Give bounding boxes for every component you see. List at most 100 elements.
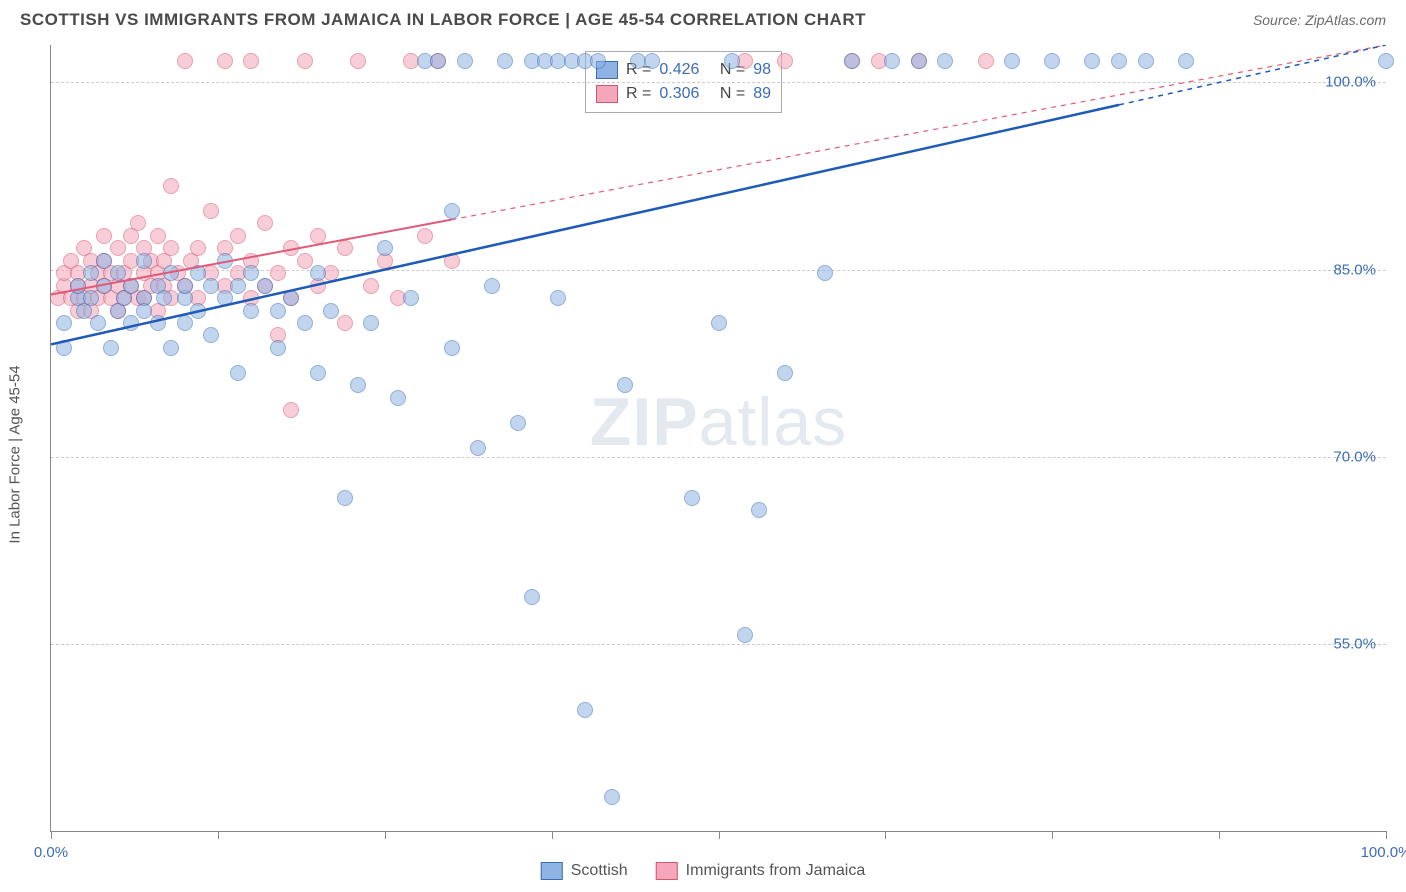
point-scottish (156, 290, 172, 306)
point-jamaica (150, 228, 166, 244)
point-scottish (510, 415, 526, 431)
point-scottish (911, 53, 927, 69)
xtick (51, 831, 52, 839)
point-scottish (123, 278, 139, 294)
point-scottish (711, 315, 727, 331)
point-scottish (217, 290, 233, 306)
point-scottish (590, 53, 606, 69)
point-scottish (350, 377, 366, 393)
point-jamaica (270, 265, 286, 281)
point-jamaica (190, 240, 206, 256)
point-scottish (937, 53, 953, 69)
point-scottish (430, 53, 446, 69)
source-attribution: Source: ZipAtlas.com (1253, 12, 1386, 28)
point-jamaica (110, 240, 126, 256)
point-scottish (644, 53, 660, 69)
point-scottish (444, 340, 460, 356)
ytick-label: 100.0% (1325, 74, 1376, 91)
legend-label-jamaica: Immigrants from Jamaica (686, 862, 866, 880)
point-scottish (190, 265, 206, 281)
legend-item-jamaica: Immigrants from Jamaica (656, 862, 866, 880)
point-scottish (96, 278, 112, 294)
point-scottish (737, 627, 753, 643)
point-jamaica (130, 215, 146, 231)
point-scottish (444, 203, 460, 219)
point-scottish (70, 278, 86, 294)
point-scottish (724, 53, 740, 69)
point-scottish (390, 390, 406, 406)
point-jamaica (337, 240, 353, 256)
point-jamaica (350, 53, 366, 69)
point-scottish (177, 315, 193, 331)
point-scottish (470, 440, 486, 456)
xtick (719, 831, 720, 839)
point-jamaica (337, 315, 353, 331)
point-jamaica (230, 228, 246, 244)
point-jamaica (96, 228, 112, 244)
point-jamaica (363, 278, 379, 294)
ytick-label: 55.0% (1333, 635, 1376, 652)
xtick-label: 0.0% (34, 844, 68, 861)
point-scottish (230, 278, 246, 294)
legend: Scottish Immigrants from Jamaica (541, 862, 866, 880)
point-jamaica (257, 215, 273, 231)
trendline-jamaica (51, 45, 1386, 831)
point-jamaica (177, 53, 193, 69)
xtick (1052, 831, 1053, 839)
point-scottish (230, 365, 246, 381)
point-scottish (150, 315, 166, 331)
legend-label-scottish: Scottish (571, 862, 628, 880)
ytick-label: 70.0% (1333, 448, 1376, 465)
point-jamaica (978, 53, 994, 69)
point-scottish (123, 315, 139, 331)
point-jamaica (417, 228, 433, 244)
point-scottish (1378, 53, 1394, 69)
point-scottish (270, 340, 286, 356)
point-jamaica (297, 253, 313, 269)
point-scottish (884, 53, 900, 69)
point-scottish (310, 365, 326, 381)
r-value-scottish: 0.426 (659, 58, 699, 82)
watermark-zip: ZIP (590, 384, 699, 460)
n-label: N = (720, 82, 745, 106)
point-scottish (90, 315, 106, 331)
swatch-jamaica (596, 85, 618, 103)
point-scottish (1111, 53, 1127, 69)
point-scottish (377, 240, 393, 256)
point-jamaica (243, 53, 259, 69)
gridline-h (51, 457, 1386, 458)
point-scottish (844, 53, 860, 69)
point-scottish (96, 253, 112, 269)
point-scottish (550, 290, 566, 306)
xtick (885, 831, 886, 839)
point-jamaica (297, 53, 313, 69)
point-jamaica (444, 253, 460, 269)
point-jamaica (203, 203, 219, 219)
point-scottish (1084, 53, 1100, 69)
legend-item-scottish: Scottish (541, 862, 628, 880)
legend-swatch-jamaica (656, 862, 678, 880)
n-value-jamaica: 89 (753, 82, 771, 106)
point-scottish (337, 490, 353, 506)
xtick-label: 100.0% (1361, 844, 1406, 861)
point-scottish (457, 53, 473, 69)
point-scottish (403, 290, 419, 306)
point-scottish (297, 315, 313, 331)
gridline-h (51, 644, 1386, 645)
point-scottish (617, 377, 633, 393)
point-scottish (217, 253, 233, 269)
point-scottish (56, 340, 72, 356)
point-scottish (190, 303, 206, 319)
point-scottish (524, 589, 540, 605)
point-scottish (817, 265, 833, 281)
point-scottish (136, 303, 152, 319)
xtick (385, 831, 386, 839)
scatter-plot-area: ZIPatlas R = 0.426 N = 98 R = 0.306 N = … (50, 45, 1386, 832)
point-scottish (163, 265, 179, 281)
point-scottish (270, 303, 286, 319)
watermark-atlas: atlas (699, 384, 848, 460)
legend-swatch-scottish (541, 862, 563, 880)
r-value-jamaica: 0.306 (659, 82, 699, 106)
point-scottish (1004, 53, 1020, 69)
point-scottish (777, 365, 793, 381)
